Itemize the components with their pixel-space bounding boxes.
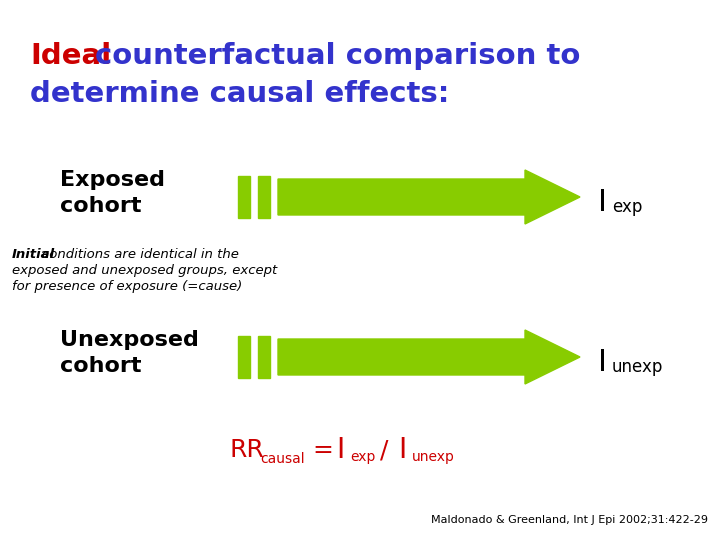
- Text: unexp: unexp: [412, 450, 455, 464]
- FancyArrow shape: [278, 170, 580, 224]
- Text: unexp: unexp: [612, 358, 663, 376]
- Text: Maldonado & Greenland, Int J Epi 2002;31:422-29: Maldonado & Greenland, Int J Epi 2002;31…: [431, 515, 708, 525]
- Text: exposed and unexposed groups, except: exposed and unexposed groups, except: [12, 264, 277, 277]
- Text: I: I: [598, 188, 607, 217]
- Text: counterfactual comparison to: counterfactual comparison to: [95, 42, 580, 70]
- Bar: [238, 336, 250, 378]
- Text: for presence of exposure (=cause): for presence of exposure (=cause): [12, 280, 242, 293]
- Text: I: I: [336, 436, 344, 464]
- Text: exp: exp: [612, 198, 642, 216]
- Text: causal: causal: [260, 452, 305, 466]
- Text: I: I: [398, 436, 406, 464]
- Bar: [258, 176, 270, 218]
- Text: exp: exp: [350, 450, 375, 464]
- FancyArrow shape: [278, 330, 580, 384]
- Bar: [238, 176, 250, 218]
- Text: RR: RR: [230, 438, 265, 462]
- Text: conditions are identical in the: conditions are identical in the: [42, 248, 239, 261]
- Text: Unexposed: Unexposed: [60, 330, 199, 350]
- Text: /: /: [380, 438, 388, 462]
- Text: determine causal effects:: determine causal effects:: [30, 80, 449, 108]
- Text: =: =: [312, 438, 333, 462]
- Text: Initial: Initial: [12, 248, 55, 261]
- Text: cohort: cohort: [60, 196, 142, 216]
- Text: Exposed: Exposed: [60, 170, 165, 190]
- Text: cohort: cohort: [60, 356, 142, 376]
- Text: I: I: [598, 348, 607, 377]
- Bar: [258, 336, 270, 378]
- Text: Ideal: Ideal: [30, 42, 112, 70]
